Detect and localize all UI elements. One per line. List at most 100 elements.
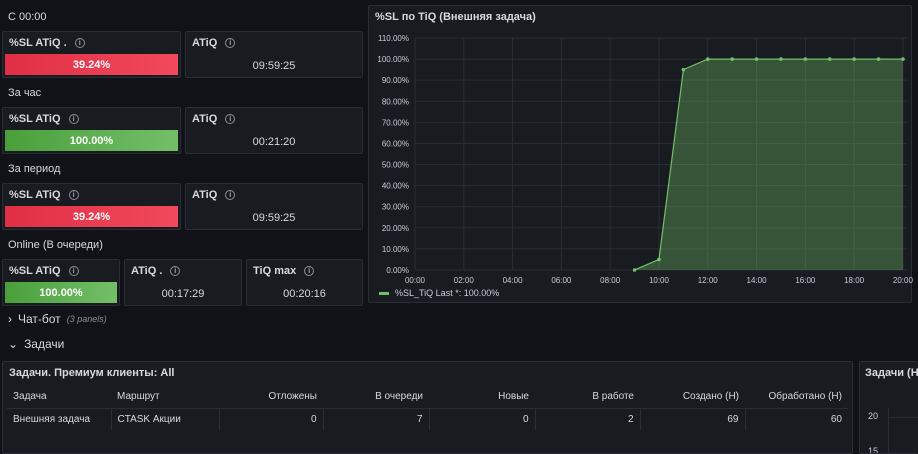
section-online: Online (В очереди): [8, 239, 103, 251]
panel-title: ATiQ: [192, 189, 218, 201]
data-point: [657, 257, 661, 262]
panel-atiq-online[interactable]: ATiQ . i 00:17:29: [124, 259, 242, 306]
column-header[interactable]: Отложены: [219, 386, 323, 409]
section-since-midnight: С 00:00: [8, 11, 47, 23]
info-icon[interactable]: i: [74, 38, 85, 48]
data-point: [705, 57, 710, 61]
y-tick-label: 110.00%: [378, 34, 409, 43]
info-icon[interactable]: i: [68, 266, 79, 276]
x-tick-label: 16:00: [795, 276, 816, 285]
panel-title: ATiQ: [192, 113, 218, 125]
table-cell: CTASK Акции: [111, 408, 220, 430]
tasks-table: Задача Маршрут Отложены В очереди Новые …: [7, 386, 848, 430]
info-icon[interactable]: i: [170, 266, 181, 276]
grid-line: [888, 417, 918, 418]
stat-value-bar: 100.00%: [5, 130, 178, 151]
y-tick-label: 15: [868, 446, 879, 454]
panel-sl-chart[interactable]: %SL по TiQ (Внешняя задача) 0.00% 10.00% 2…: [368, 5, 913, 303]
info-icon[interactable]: i: [304, 266, 315, 276]
info-icon[interactable]: i: [225, 114, 236, 124]
row-tasks-toggle[interactable]: ⌄ Задачи: [8, 337, 64, 351]
section-per-period: За период: [8, 163, 61, 175]
y-tick-label: 0.00%: [386, 266, 409, 275]
x-tick-label: 02:00: [454, 276, 475, 285]
x-tick-label: 20:00: [893, 276, 913, 285]
panel-tiq-max-online[interactable]: TiQ max i 00:20:16: [246, 259, 363, 306]
data-point: [876, 57, 881, 61]
panel-sl-per-period[interactable]: %SL ATiQ i 39.24%: [2, 183, 181, 230]
sl-chart: 0.00% 10.00% 20.00% 30.00% 40.00% 50.00% 60.00…: [377, 34, 913, 285]
table-cell: 7: [323, 408, 430, 430]
stat-value: 00:20:16: [283, 288, 326, 300]
y-tick-label: 60.00%: [382, 139, 409, 148]
column-header[interactable]: Маршрут: [111, 386, 219, 409]
series-area: [634, 59, 903, 270]
info-icon[interactable]: i: [68, 190, 79, 200]
data-point: [681, 67, 686, 72]
row-panel-count: (3 panels): [66, 314, 107, 324]
y-tick-label: 40.00%: [382, 182, 409, 191]
panel-title: ATiQ .: [131, 265, 163, 277]
panel-atiq-per-hour[interactable]: ATiQ i 00:21:20: [185, 107, 363, 154]
column-header[interactable]: Обработано (Н): [745, 386, 848, 409]
table-cell: 69: [640, 408, 746, 430]
info-icon[interactable]: i: [68, 114, 79, 124]
panel-atiq-per-period[interactable]: ATiQ i 09:59:25: [185, 183, 363, 230]
panel-sl-online[interactable]: %SL ATiQ i 100.00%: [2, 259, 120, 306]
info-icon[interactable]: i: [225, 38, 236, 48]
chart-legend[interactable]: %SL_TiQ Last *: 100.00%: [379, 288, 499, 298]
panel-title: Задачи. Премиум клиенты: All: [9, 367, 175, 379]
row-label: Чат-бот: [18, 312, 61, 326]
x-tick-label: 14:00: [747, 276, 768, 285]
panel-title: %SL ATiQ: [9, 265, 61, 277]
tasks-table-wrapper: Задача Маршрут Отложены В очереди Новые …: [7, 386, 848, 430]
panel-title: %SL по TiQ (Внешняя задача): [375, 11, 536, 23]
legend-swatch: [379, 291, 389, 295]
data-point: [754, 57, 759, 61]
y-tick-label: 50.00%: [382, 161, 409, 170]
panel-tasks-chart-partial[interactable]: Задачи (Н 20 15: [859, 361, 918, 454]
stat-value: 09:59:25: [252, 60, 296, 72]
column-header[interactable]: Создано (Н): [640, 386, 745, 409]
table-row[interactable]: Внешняя задача CTASK Акции 0 7 0 2 69 60: [7, 408, 848, 430]
panel-title: Задачи (Н: [865, 367, 918, 379]
table-cell: 60: [830, 413, 842, 425]
y-tick-label: 100.00%: [377, 55, 409, 64]
table-cell: 0: [219, 408, 324, 430]
x-tick-label: 18:00: [844, 276, 865, 285]
table-cell: Внешняя задача: [7, 408, 112, 430]
column-header[interactable]: Задача: [7, 386, 111, 409]
panel-title: TiQ max: [253, 265, 297, 277]
table-header-row: Задача Маршрут Отложены В очереди Новые …: [7, 386, 848, 409]
panel-sl-per-hour[interactable]: %SL ATiQ i 100.00%: [2, 107, 181, 154]
info-icon[interactable]: i: [225, 190, 236, 200]
stat-value: 00:17:29: [161, 288, 205, 300]
data-point: [730, 57, 734, 61]
column-header[interactable]: В очереди: [323, 386, 429, 409]
chevron-down-icon: ⌄: [8, 337, 19, 351]
data-point: [779, 57, 783, 61]
panel-atiq-since-midnight[interactable]: ATiQ i 09:59:25: [185, 31, 363, 78]
data-point: [803, 57, 808, 61]
column-header[interactable]: Новые: [429, 386, 535, 409]
column-header[interactable]: В работе: [535, 386, 640, 409]
chevron-right-icon: ›: [8, 312, 12, 326]
data-point: [632, 268, 637, 272]
y-tick-label: 30.00%: [382, 203, 409, 212]
section-per-hour: За час: [8, 87, 42, 99]
stat-value: 00:21:20: [252, 136, 296, 148]
y-tick-label: 80.00%: [382, 97, 409, 106]
y-tick-label: 20.00%: [382, 224, 409, 233]
x-tick-label: 06:00: [551, 276, 572, 285]
x-tick-label: 12:00: [698, 276, 719, 285]
panel-sl-since-midnight[interactable]: %SL ATiQ . i 39.24%: [2, 31, 181, 78]
panel-tasks-table[interactable]: Задачи. Премиум клиенты: All Задача Марш…: [2, 361, 853, 454]
panel-title: %SL ATiQ: [9, 113, 61, 125]
table-cell: 2: [535, 408, 641, 430]
row-label: Задачи: [24, 337, 65, 351]
x-tick-label: 08:00: [600, 276, 621, 285]
panel-title: ATiQ: [192, 37, 218, 49]
y-tick-label: 10.00%: [382, 245, 409, 254]
row-chatbot-toggle[interactable]: › Чат-бот (3 panels): [8, 312, 107, 326]
table-cell: 0: [429, 408, 536, 430]
